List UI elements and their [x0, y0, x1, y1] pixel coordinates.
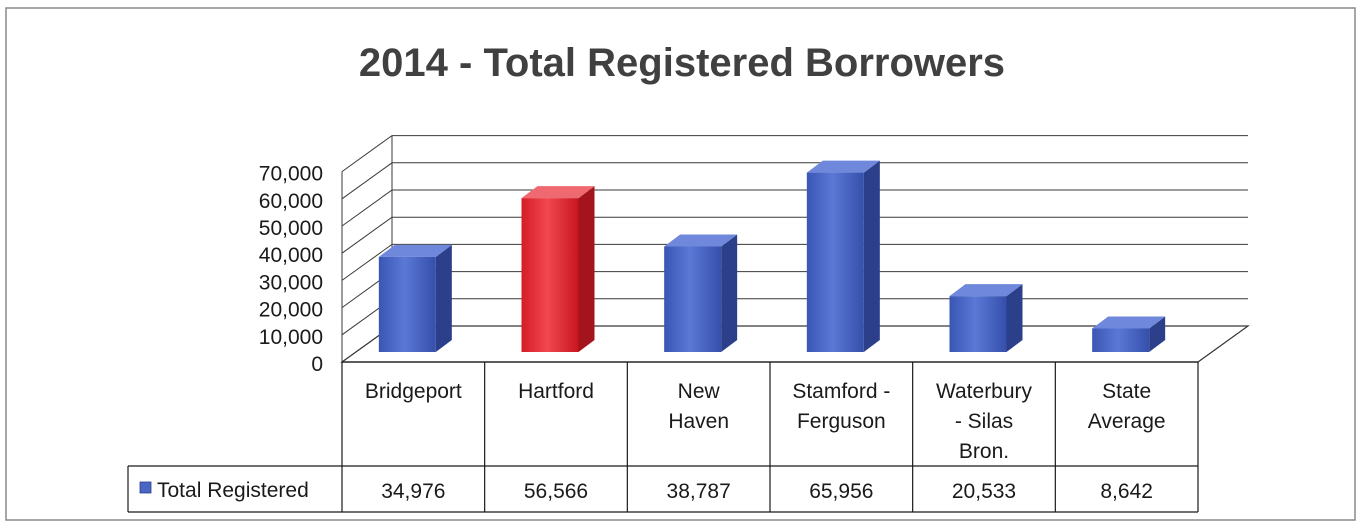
category-label: Stamford -: [792, 380, 890, 403]
plot-area: 0 10,000 20,000 30,000 40,000 50,000 60,000 70,…: [127, 135, 1250, 513]
category-label: Ferguson: [797, 410, 886, 433]
category-label: Average: [1088, 410, 1166, 433]
bar-side: [1149, 316, 1166, 352]
category-label: Bron.: [959, 440, 1009, 463]
y-tick-label: 10,000: [259, 326, 323, 349]
bar-front: [664, 246, 722, 352]
category-label: Waterbury: [936, 380, 1033, 403]
bar-side: [721, 234, 738, 352]
bar-0: [378, 244, 452, 352]
data-label: 20,533: [952, 480, 1016, 503]
category-label: Hartford: [518, 380, 594, 403]
category-label: Bridgeport: [365, 380, 462, 403]
category-label: Haven: [668, 410, 729, 433]
y-tick-label: 0: [311, 353, 323, 376]
y-tick-label: 60,000: [259, 190, 323, 213]
bar-top: [1092, 316, 1166, 329]
bar-side: [863, 160, 880, 352]
bar-side: [435, 244, 452, 352]
legend-swatch: [139, 481, 152, 494]
category-label: - Silas: [955, 410, 1013, 433]
bar-side: [1006, 284, 1023, 352]
data-label: 8,642: [1100, 480, 1153, 503]
y-tick-label: 70,000: [259, 163, 323, 186]
bar-5: [1092, 316, 1166, 352]
category-label: State: [1102, 380, 1151, 403]
category-label: New: [678, 380, 721, 403]
data-label: 38,787: [667, 480, 731, 503]
bar-front: [806, 172, 864, 352]
y-tick-label: 20,000: [259, 299, 323, 322]
data-label: 65,956: [809, 480, 873, 503]
bar-top: [664, 234, 738, 247]
data-label: 34,976: [381, 480, 445, 503]
bar-front: [949, 296, 1007, 352]
bar-front: [378, 256, 436, 352]
bar-3: [806, 160, 880, 352]
bar-2: [664, 234, 738, 352]
bar-front: [521, 198, 579, 352]
bar-top: [521, 186, 595, 199]
y-tick-label: 30,000: [259, 271, 323, 294]
y-tick-label: 50,000: [259, 217, 323, 240]
bar-front: [1092, 328, 1150, 352]
data-label: 56,566: [524, 480, 588, 503]
bar-top: [806, 160, 880, 173]
bar-top: [949, 284, 1023, 297]
bar-side: [578, 186, 595, 352]
bar-1: [521, 186, 595, 352]
bar-top: [378, 244, 452, 257]
legend-label: Total Registered: [157, 479, 309, 502]
bar-4: [949, 284, 1023, 352]
y-tick-label: 40,000: [259, 244, 323, 267]
chart-title: 2014 - Total Registered Borrowers: [359, 41, 1005, 85]
